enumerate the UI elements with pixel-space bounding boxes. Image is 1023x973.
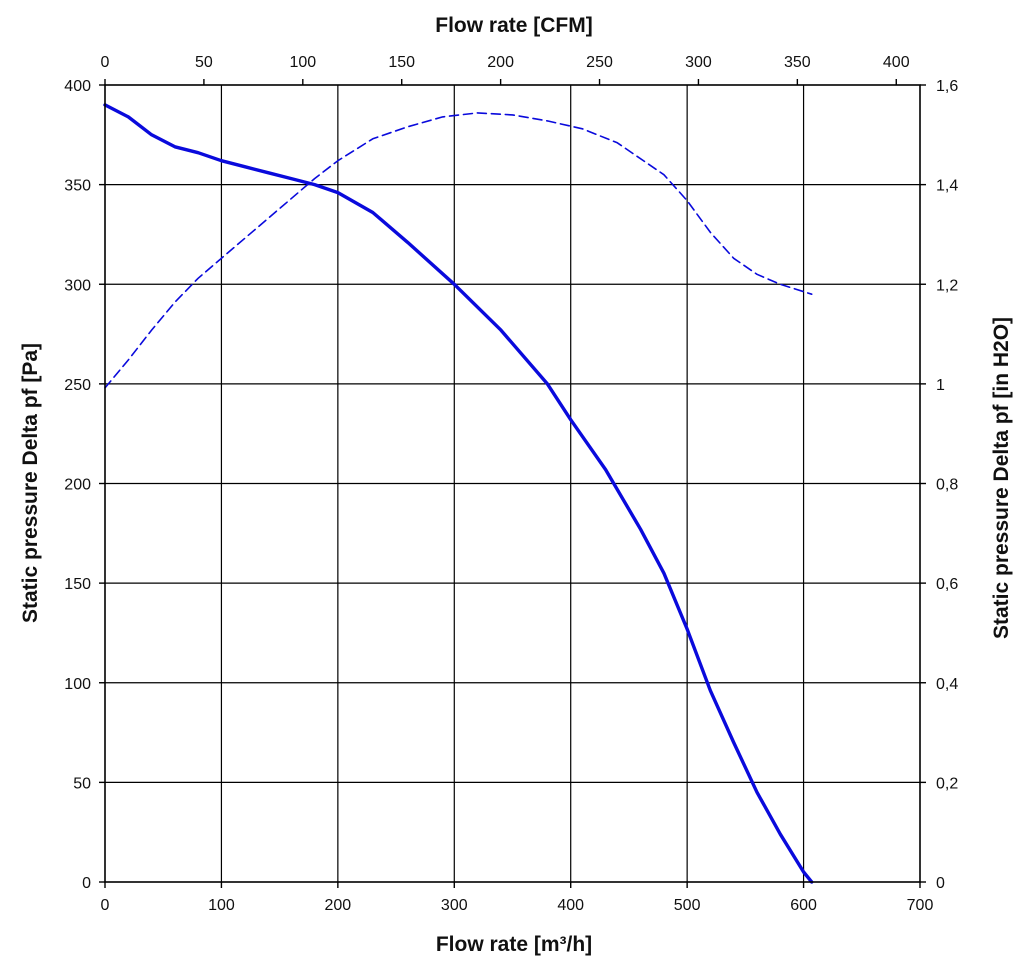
x2-tick-label: 150	[388, 54, 415, 71]
y2-tick-label: 0,6	[936, 576, 958, 593]
series-layer	[103, 103, 814, 884]
x2-tick-label: 400	[883, 54, 910, 71]
x-tick-label: 700	[907, 897, 934, 914]
y-tick-label: 400	[64, 78, 91, 95]
y2-tick-label: 0,8	[936, 477, 958, 494]
y-tick-label: 150	[64, 576, 91, 593]
x-tick-label: 400	[557, 897, 584, 914]
x2-tick-label: 100	[289, 54, 316, 71]
y2-axis-title: Static pressure Delta pf [in H2O]	[990, 317, 1013, 639]
y2-tick-label: 1,4	[936, 178, 958, 195]
x-axis-title: Flow rate [m³/h]	[436, 933, 592, 956]
x-tick-label: 100	[208, 897, 235, 914]
x-tick-label: 200	[325, 897, 352, 914]
y-axis-title: Static pressure Delta pf [Pa]	[19, 343, 42, 623]
x2-tick-label: 250	[586, 54, 613, 71]
y-tick-label: 100	[64, 676, 91, 693]
x-tick-label: 0	[101, 897, 110, 914]
series-line-dashed	[104, 112, 813, 389]
y-tick-label: 350	[64, 178, 91, 195]
y2-tick-label: 0,4	[936, 676, 958, 693]
x2-tick-label: 200	[487, 54, 514, 71]
y-tick-label: 50	[73, 775, 91, 792]
y-tick-label: 300	[64, 277, 91, 294]
y2-tick-label: 1,2	[936, 277, 958, 294]
y2-tick-label: 0,2	[936, 775, 958, 792]
x2-tick-label: 0	[101, 54, 110, 71]
x2-tick-label: 350	[784, 54, 811, 71]
y2-tick-label: 0	[936, 875, 945, 892]
x2-axis-title: Flow rate [CFM]	[435, 14, 593, 37]
y2-tick-label: 1	[936, 377, 945, 394]
x-tick-label: 300	[441, 897, 468, 914]
y-tick-label: 0	[82, 875, 91, 892]
grid-layer	[105, 85, 920, 882]
y2-tick-label: 1,6	[936, 78, 958, 95]
x2-tick-label: 300	[685, 54, 712, 71]
y-tick-label: 250	[64, 377, 91, 394]
series-line-solid	[103, 103, 814, 884]
y-tick-label: 200	[64, 477, 91, 494]
x2-tick-label: 50	[195, 54, 213, 71]
x-tick-label: 600	[790, 897, 817, 914]
x-tick-label: 500	[674, 897, 701, 914]
